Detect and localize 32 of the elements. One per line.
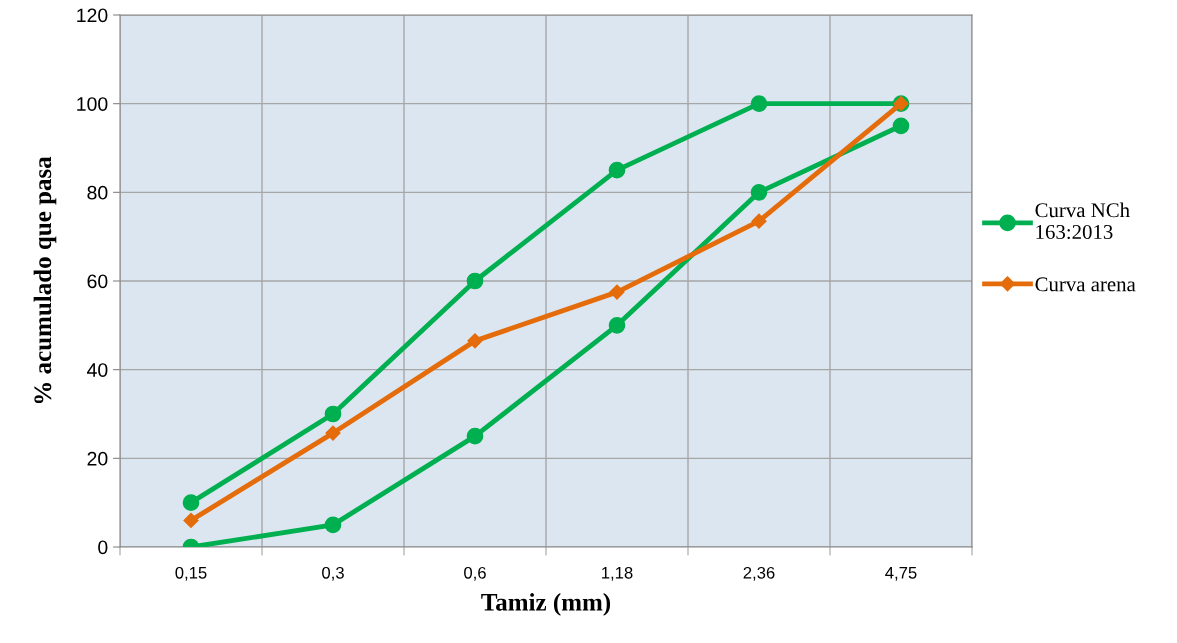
legend-label: Curva arena [1035,277,1136,292]
point [466,272,484,290]
point [467,333,483,349]
point [608,161,626,179]
y-tick-label: 80 [87,185,108,200]
x-tick-label: 4,75 [885,567,917,581]
legend-label: Curva NCh 163:2013 [1035,202,1130,240]
point [182,494,200,512]
y-tick-label: 40 [87,363,108,377]
point [324,516,342,534]
x-axis-title: Tamiz (mm) [481,593,611,616]
x-tick-label: 1,18 [602,566,633,581]
point [325,425,341,441]
x-tick-label: 0,3 [322,566,344,581]
y-tick-label: 120 [77,8,108,23]
x-tick-label: 2,36 [743,566,775,581]
point [183,512,199,528]
y-tick-label: 100 [77,97,108,111]
x-tick-label: 0,6 [464,566,486,581]
point [466,427,484,445]
y-tick-label: 20 [87,451,108,466]
point [608,316,626,334]
x-tick-label: 0,15 [175,566,207,581]
y-tick-label: 60 [87,274,108,289]
point [751,213,767,229]
point [750,183,768,201]
point [750,95,768,113]
point [609,284,625,300]
point [324,405,342,423]
point [892,117,910,135]
y-tick-label: 0 [98,540,108,555]
y-axis-title: % acumulado que pasa [33,156,57,404]
